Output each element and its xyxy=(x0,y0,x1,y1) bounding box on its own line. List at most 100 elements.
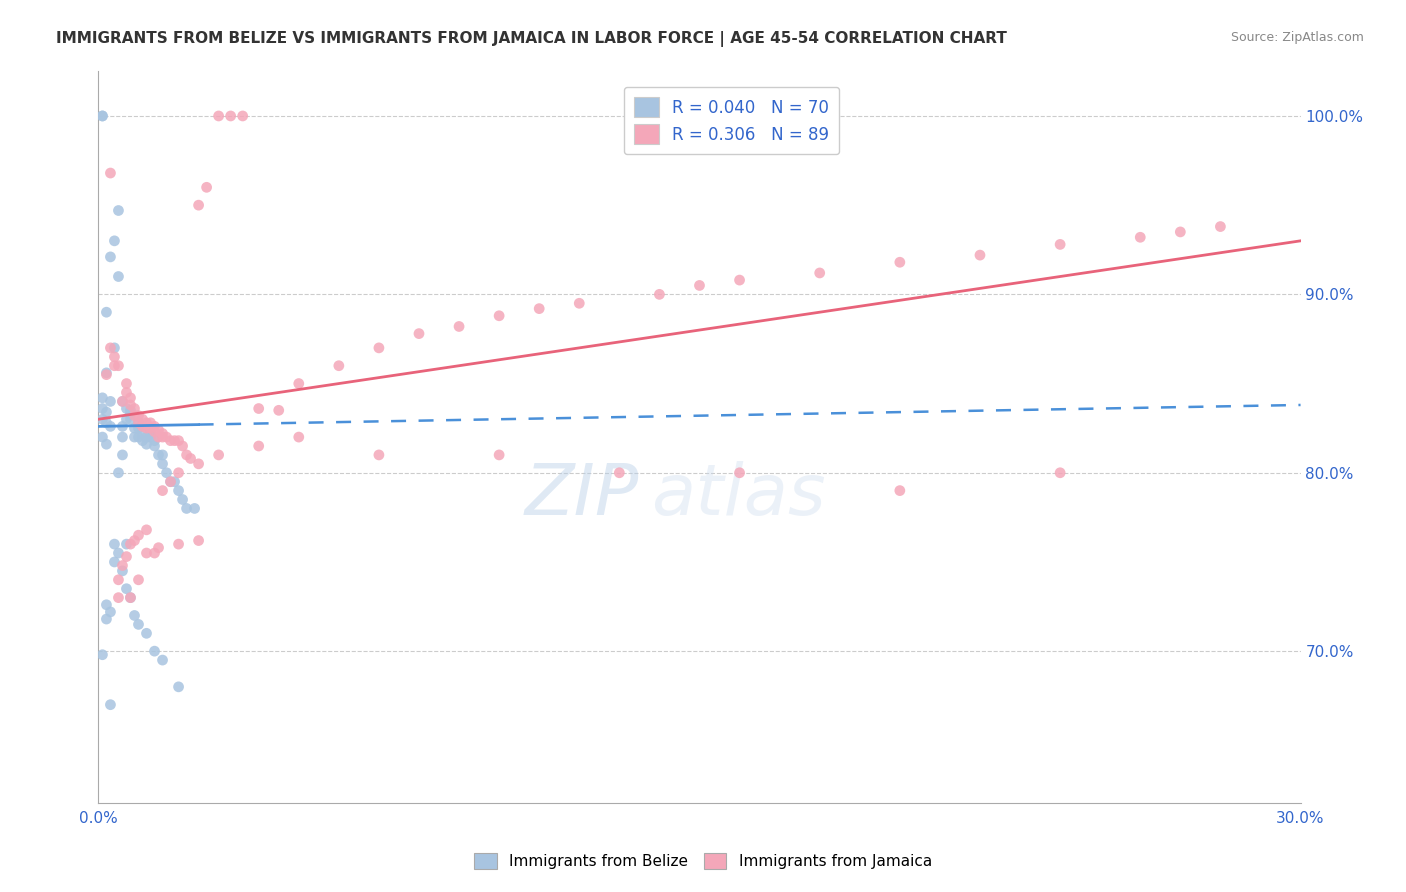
Point xyxy=(139,426,162,441)
Point xyxy=(91,109,114,123)
Point xyxy=(609,466,631,480)
Point xyxy=(120,591,142,605)
Point xyxy=(100,250,122,264)
Point xyxy=(288,376,311,391)
Point xyxy=(187,198,209,212)
Point xyxy=(91,391,114,405)
Point xyxy=(96,437,118,451)
Point xyxy=(120,412,142,426)
Point xyxy=(159,475,181,489)
Legend: Immigrants from Belize, Immigrants from Jamaica: Immigrants from Belize, Immigrants from … xyxy=(468,847,938,875)
Point xyxy=(187,457,209,471)
Point xyxy=(1049,466,1071,480)
Point xyxy=(135,437,157,451)
Point xyxy=(120,591,142,605)
Text: Source: ZipAtlas.com: Source: ZipAtlas.com xyxy=(1230,31,1364,45)
Point xyxy=(128,409,150,423)
Point xyxy=(91,430,114,444)
Point xyxy=(131,434,153,448)
Point xyxy=(131,419,153,434)
Point xyxy=(1049,237,1071,252)
Point xyxy=(648,287,671,301)
Point xyxy=(107,203,129,218)
Point xyxy=(107,359,129,373)
Point xyxy=(107,269,129,284)
Point xyxy=(128,528,150,542)
Point xyxy=(408,326,430,341)
Point xyxy=(159,475,181,489)
Point xyxy=(689,278,711,293)
Point xyxy=(124,608,146,623)
Point xyxy=(107,466,129,480)
Point xyxy=(728,466,751,480)
Point xyxy=(288,430,311,444)
Point xyxy=(115,582,138,596)
Point xyxy=(172,492,194,507)
Point xyxy=(488,448,510,462)
Point xyxy=(96,368,118,382)
Point xyxy=(155,466,177,480)
Point xyxy=(208,448,231,462)
Point xyxy=(128,416,150,430)
Point xyxy=(889,255,911,269)
Point xyxy=(728,273,751,287)
Point xyxy=(115,412,138,426)
Point xyxy=(1170,225,1192,239)
Point xyxy=(128,573,150,587)
Point xyxy=(176,448,198,462)
Point xyxy=(91,401,114,416)
Point xyxy=(111,419,134,434)
Point xyxy=(100,698,122,712)
Point xyxy=(155,430,177,444)
Point xyxy=(187,533,209,548)
Point xyxy=(100,341,122,355)
Point xyxy=(128,430,150,444)
Point xyxy=(120,407,142,421)
Point xyxy=(120,403,142,417)
Point xyxy=(135,416,157,430)
Point xyxy=(167,434,190,448)
Point xyxy=(96,405,118,419)
Point xyxy=(111,558,134,573)
Point xyxy=(100,166,122,180)
Point xyxy=(120,391,142,405)
Point xyxy=(568,296,591,310)
Point xyxy=(120,537,142,551)
Point xyxy=(103,537,125,551)
Point xyxy=(135,430,157,444)
Point xyxy=(328,359,350,373)
Point xyxy=(167,466,190,480)
Point xyxy=(143,434,166,448)
Point xyxy=(115,549,138,564)
Point xyxy=(152,448,174,462)
Point xyxy=(488,309,510,323)
Point xyxy=(135,626,157,640)
Point xyxy=(889,483,911,498)
Point xyxy=(107,591,129,605)
Point xyxy=(107,573,129,587)
Point xyxy=(1209,219,1232,234)
Point xyxy=(368,448,391,462)
Point xyxy=(135,523,157,537)
Text: atlas: atlas xyxy=(651,461,825,530)
Point xyxy=(103,350,125,364)
Point xyxy=(143,644,166,658)
Point xyxy=(247,401,270,416)
Point xyxy=(131,426,153,441)
Point xyxy=(111,394,134,409)
Point xyxy=(152,653,174,667)
Point xyxy=(143,419,166,434)
Point xyxy=(1129,230,1152,244)
Point xyxy=(159,434,181,448)
Point xyxy=(139,421,162,435)
Point xyxy=(91,412,114,426)
Point xyxy=(96,416,118,430)
Point xyxy=(167,483,190,498)
Point xyxy=(163,475,186,489)
Point xyxy=(163,434,186,448)
Point xyxy=(208,109,231,123)
Point xyxy=(115,385,138,400)
Point xyxy=(152,483,174,498)
Point xyxy=(267,403,290,417)
Point xyxy=(152,426,174,441)
